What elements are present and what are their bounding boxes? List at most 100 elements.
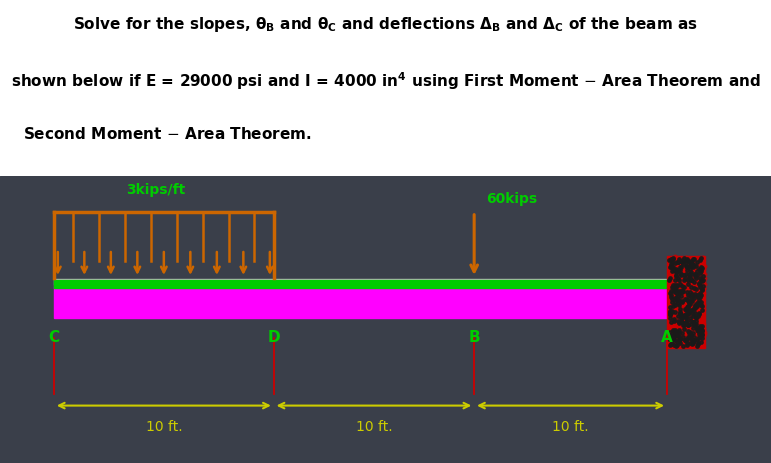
Point xyxy=(682,273,694,281)
Point xyxy=(673,337,685,344)
Point xyxy=(695,329,707,336)
Point xyxy=(667,303,679,310)
Point xyxy=(695,265,708,272)
Point xyxy=(686,276,699,284)
Point xyxy=(695,338,707,345)
Point xyxy=(698,285,710,292)
Point xyxy=(685,332,697,339)
Point xyxy=(694,327,706,334)
Point xyxy=(671,268,683,275)
Point xyxy=(692,316,705,324)
Point xyxy=(691,342,703,350)
Point xyxy=(678,313,690,320)
Point xyxy=(694,300,706,307)
Point xyxy=(689,254,702,261)
Point xyxy=(684,332,696,339)
Point xyxy=(668,326,681,334)
Point xyxy=(674,310,686,317)
Point xyxy=(676,298,689,305)
Point xyxy=(675,263,687,271)
Point xyxy=(666,282,678,289)
Point xyxy=(671,284,683,292)
Point xyxy=(687,255,699,263)
Point xyxy=(676,304,689,311)
Point xyxy=(694,311,706,318)
Point xyxy=(666,258,678,266)
Point xyxy=(693,265,705,273)
Point xyxy=(674,298,686,305)
Point xyxy=(682,276,694,284)
Point xyxy=(684,256,696,263)
Point xyxy=(664,308,676,316)
Point xyxy=(665,263,677,270)
Point xyxy=(689,328,702,335)
Point xyxy=(693,323,705,331)
Point xyxy=(676,334,689,342)
Text: shown below if E = 29000 psi and I = 4000 in$\mathbf{^4}$ using First Moment $-$: shown below if E = 29000 psi and I = 400… xyxy=(11,70,760,92)
Point xyxy=(699,332,711,340)
Point xyxy=(685,297,698,305)
Point xyxy=(687,319,699,326)
Point xyxy=(668,307,681,314)
Point xyxy=(680,296,692,304)
Point xyxy=(687,267,699,275)
Point xyxy=(672,329,684,336)
Point xyxy=(685,260,698,268)
Point xyxy=(674,257,686,264)
Point xyxy=(675,288,688,295)
Point xyxy=(680,310,692,317)
Point xyxy=(676,261,689,268)
Point xyxy=(674,308,686,316)
Point xyxy=(687,275,699,283)
Point xyxy=(667,264,679,271)
Text: Solve for the slopes, $\mathbf{\theta_B}$ and $\mathbf{\theta_C}$ and deflection: Solve for the slopes, $\mathbf{\theta_B}… xyxy=(73,15,698,34)
Point xyxy=(675,331,688,338)
Point xyxy=(685,294,697,301)
Point xyxy=(691,268,703,275)
Point xyxy=(674,267,686,274)
Point xyxy=(678,317,691,324)
Point xyxy=(675,318,688,325)
Point xyxy=(687,282,699,289)
Point xyxy=(678,297,690,304)
Point xyxy=(678,310,690,318)
Point xyxy=(666,326,678,334)
Point xyxy=(678,270,690,277)
Point xyxy=(672,285,685,293)
Point xyxy=(685,317,697,325)
Point xyxy=(667,254,679,261)
Point xyxy=(676,315,689,322)
Point xyxy=(673,302,685,309)
Point xyxy=(688,339,700,346)
Point xyxy=(678,328,690,335)
Point xyxy=(682,313,695,320)
Point xyxy=(687,295,699,303)
Point xyxy=(687,318,699,325)
Point xyxy=(695,268,708,275)
Point xyxy=(689,305,701,312)
Point xyxy=(671,291,683,298)
Point xyxy=(685,336,698,343)
Point xyxy=(693,257,705,264)
Point xyxy=(684,265,696,272)
Point xyxy=(672,318,684,325)
Bar xyxy=(54,280,667,288)
Point xyxy=(696,332,709,339)
Point xyxy=(686,338,699,345)
Point xyxy=(664,309,676,317)
Point xyxy=(674,311,686,319)
Point xyxy=(682,266,694,273)
Point xyxy=(684,319,696,327)
Point xyxy=(669,334,682,342)
Point xyxy=(672,258,684,265)
Point xyxy=(664,289,676,296)
Point xyxy=(671,287,683,294)
Point xyxy=(667,313,679,320)
Point xyxy=(684,300,696,308)
Point xyxy=(682,257,695,265)
Point xyxy=(672,266,684,274)
Point xyxy=(672,307,684,315)
Point xyxy=(672,299,684,307)
Point xyxy=(668,280,681,288)
Point xyxy=(676,318,689,325)
